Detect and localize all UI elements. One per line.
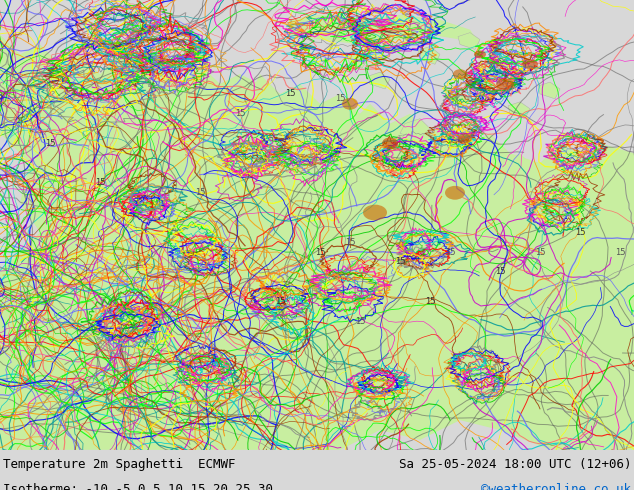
Text: 15: 15 <box>235 109 245 118</box>
Text: 15: 15 <box>45 139 55 148</box>
Ellipse shape <box>445 186 465 200</box>
Text: 15: 15 <box>495 268 505 276</box>
Ellipse shape <box>453 69 467 79</box>
Text: 15: 15 <box>335 95 346 103</box>
Text: 15: 15 <box>275 297 285 306</box>
Text: Sa 25-05-2024 18:00 UTC (12+06): Sa 25-05-2024 18:00 UTC (12+06) <box>399 458 631 471</box>
Text: 15: 15 <box>395 257 405 267</box>
Polygon shape <box>538 82 560 99</box>
Text: 15: 15 <box>345 238 355 246</box>
Polygon shape <box>290 15 480 45</box>
Polygon shape <box>450 144 634 450</box>
Ellipse shape <box>363 205 387 220</box>
Text: 15: 15 <box>355 317 365 326</box>
Polygon shape <box>347 52 368 68</box>
Ellipse shape <box>458 133 472 144</box>
Text: 15: 15 <box>285 89 295 98</box>
Text: 15: 15 <box>444 247 455 257</box>
Polygon shape <box>508 102 530 119</box>
Polygon shape <box>478 62 500 79</box>
Polygon shape <box>180 74 310 173</box>
Text: 15: 15 <box>615 247 625 257</box>
Text: ©weatheronline.co.uk: ©weatheronline.co.uk <box>481 483 631 490</box>
Text: Isotherme: -10 -5 0 5 10 15 20 25 30: Isotherme: -10 -5 0 5 10 15 20 25 30 <box>3 483 273 490</box>
Ellipse shape <box>382 137 398 149</box>
Polygon shape <box>400 119 430 138</box>
Text: 15: 15 <box>195 188 205 197</box>
Polygon shape <box>418 47 440 64</box>
Text: Temperature 2m Spaghetti  ECMWF: Temperature 2m Spaghetti ECMWF <box>3 458 235 471</box>
Text: 15: 15 <box>425 297 436 306</box>
Text: 15: 15 <box>534 247 545 257</box>
Polygon shape <box>458 33 480 49</box>
Polygon shape <box>0 0 634 450</box>
Ellipse shape <box>474 50 486 58</box>
Ellipse shape <box>342 98 358 110</box>
Text: 15: 15 <box>314 247 325 257</box>
Polygon shape <box>448 92 470 109</box>
Polygon shape <box>368 72 390 89</box>
Text: 15: 15 <box>94 178 105 187</box>
Ellipse shape <box>496 78 514 90</box>
Text: 15: 15 <box>575 228 585 237</box>
Ellipse shape <box>522 59 538 69</box>
